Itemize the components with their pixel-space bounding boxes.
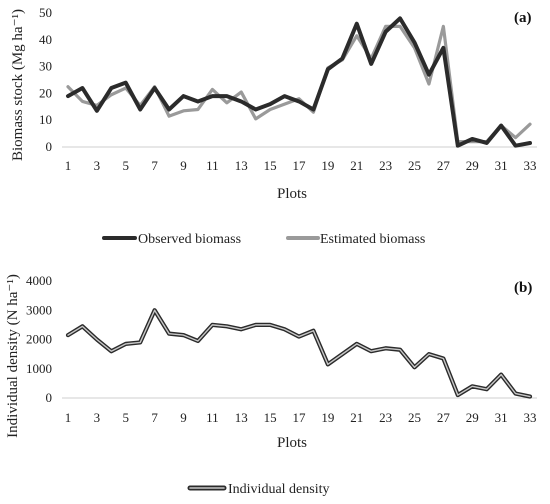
panel-b-density-chart: (b) Individual density (N ha⁻¹) 0 1000 200… — [5, 273, 537, 497]
panel-b-x-tick-label: 5 — [123, 410, 130, 425]
panel-a-y-tick-label: 50 — [39, 5, 52, 20]
panel-b-x-tick-label: 21 — [350, 410, 363, 425]
panel-a-y-tick-label: 0 — [46, 139, 53, 154]
panel-b-y-tick-label: 3000 — [26, 302, 52, 317]
series-line-observed — [66, 16, 532, 148]
panel-b-x-tick-label: 29 — [466, 410, 479, 425]
panel-a-x-tick-label: 33 — [524, 158, 537, 173]
panel-a-legend: Observed biomass Estimated biomass — [102, 232, 425, 247]
panel-a-x-ticks: 1 3 5 7 9 11 13 15 17 19 21 23 25 27 29 31 33 — [65, 158, 537, 173]
panel-a-x-tick-label: 9 — [180, 158, 187, 173]
panel-b-x-axis-label: Plots — [277, 435, 307, 451]
panel-b-x-tick-label: 17 — [293, 410, 307, 425]
panel-b-x-tick-label: 3 — [94, 410, 101, 425]
panel-b-legend: Individual density — [187, 482, 330, 497]
panel-b-y-tick-label: 1000 — [26, 361, 52, 376]
panel-a-series — [66, 16, 532, 148]
panel-b-y-tick-label: 0 — [46, 390, 53, 405]
panel-b-x-tick-label: 1 — [65, 410, 72, 425]
panel-a-x-tick-label: 31 — [495, 158, 508, 173]
panel-b-x-tick-label: 15 — [264, 410, 277, 425]
panel-b-x-tick-label: 33 — [524, 410, 537, 425]
panel-b-x-tick-label: 23 — [379, 410, 392, 425]
panel-b-x-tick-label: 13 — [235, 410, 248, 425]
legend-label-estimated: Estimated biomass — [320, 232, 425, 247]
panel-b-y-axis-label: Individual density (N ha⁻¹) — [5, 274, 21, 438]
panel-b-x-tick-label: 11 — [206, 410, 219, 425]
panel-a-x-tick-label: 3 — [94, 158, 101, 173]
panel-b-x-ticks: 1 3 5 7 9 11 13 15 17 19 21 23 25 27 29 31 33 — [65, 410, 537, 425]
panel-a-x-tick-label: 1 — [65, 158, 72, 173]
panel-b-x-tick-label: 25 — [408, 410, 421, 425]
panel-a-x-tick-label: 11 — [206, 158, 219, 173]
panel-a-x-tick-label: 13 — [235, 158, 248, 173]
panel-b-x-tick-label: 9 — [180, 410, 187, 425]
panel-a-x-tick-label: 23 — [379, 158, 392, 173]
panel-b-label: (b) — [514, 280, 532, 296]
panel-a-x-tick-label: 17 — [293, 158, 307, 173]
panel-a-x-tick-label: 29 — [466, 158, 479, 173]
panel-a-y-tick-label: 10 — [39, 112, 52, 127]
panel-b-x-tick-label: 7 — [151, 410, 158, 425]
panel-a-label: (a) — [514, 10, 532, 26]
panel-a-x-tick-label: 19 — [321, 158, 334, 173]
panel-b-series — [65, 308, 533, 399]
legend-label-observed: Observed biomass — [138, 232, 241, 247]
panel-a-biomass-chart: (a) Biomass stock (Mg ha⁻¹) 01020304050 … — [10, 5, 537, 247]
panel-b-y-tick-label: 4000 — [26, 273, 52, 288]
legend-label-density: Individual density — [228, 482, 330, 497]
panel-a-x-tick-label: 15 — [264, 158, 277, 173]
panel-a-y-tick-label: 30 — [39, 59, 52, 74]
panel-b-y-ticks: 0 1000 2000 3000 4000 — [26, 273, 52, 405]
panel-a-y-tick-label: 40 — [39, 32, 52, 47]
panel-a-y-tick-label: 20 — [39, 85, 52, 100]
series-line-density — [65, 308, 533, 399]
series-line-estimated — [66, 24, 532, 144]
panel-a-x-tick-label: 21 — [350, 158, 363, 173]
panel-b-x-tick-label: 31 — [495, 410, 508, 425]
panel-b-y-tick-label: 2000 — [26, 332, 52, 347]
panel-a-x-axis-label: Plots — [277, 186, 307, 202]
series-line-density-inner — [67, 309, 531, 398]
panel-a-x-tick-label: 5 — [123, 158, 130, 173]
panel-a-x-tick-label: 27 — [437, 158, 451, 173]
panel-a-y-ticks: 0 10 20 30 40 50 — [39, 5, 52, 154]
panel-b-x-tick-label: 19 — [321, 410, 334, 425]
panel-a-y-axis-label: Biomass stock (Mg ha⁻¹) — [10, 9, 26, 161]
panel-a-x-tick-label: 7 — [151, 158, 158, 173]
panel-b-x-tick-label: 27 — [437, 410, 451, 425]
panel-a-x-tick-label: 25 — [408, 158, 421, 173]
